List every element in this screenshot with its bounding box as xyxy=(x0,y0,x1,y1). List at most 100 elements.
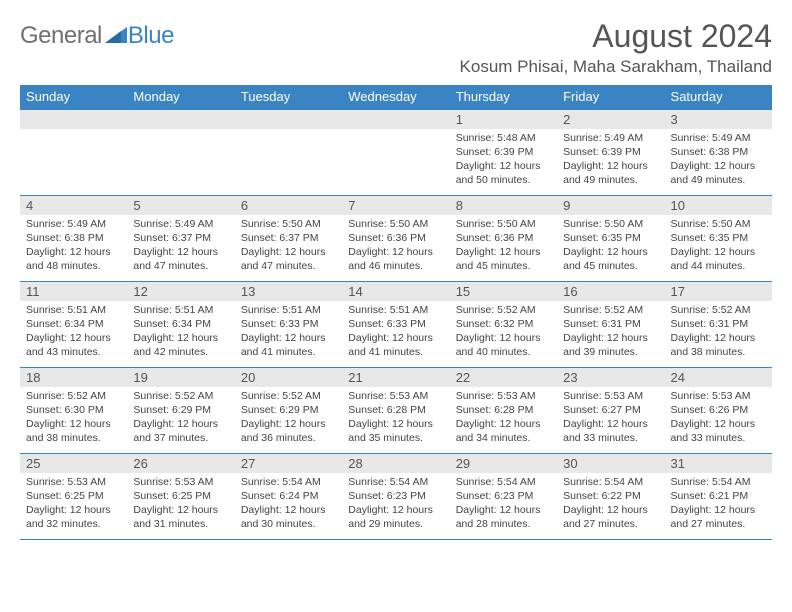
day-number: 23 xyxy=(557,368,664,387)
calendar-row: 18Sunrise: 5:52 AM Sunset: 6:30 PM Dayli… xyxy=(20,367,772,453)
day-details: Sunrise: 5:51 AM Sunset: 6:33 PM Dayligh… xyxy=(235,301,342,364)
day-details: Sunrise: 5:53 AM Sunset: 6:28 PM Dayligh… xyxy=(450,387,557,450)
day-details: Sunrise: 5:52 AM Sunset: 6:29 PM Dayligh… xyxy=(127,387,234,450)
day-number: 13 xyxy=(235,282,342,301)
day-number: 17 xyxy=(665,282,772,301)
day-number: 24 xyxy=(665,368,772,387)
day-number: 28 xyxy=(342,454,449,473)
day-details: Sunrise: 5:53 AM Sunset: 6:27 PM Dayligh… xyxy=(557,387,664,450)
calendar-cell: 11Sunrise: 5:51 AM Sunset: 6:34 PM Dayli… xyxy=(20,281,127,367)
day-number: 9 xyxy=(557,196,664,215)
day-number: 27 xyxy=(235,454,342,473)
day-number: 19 xyxy=(127,368,234,387)
day-number: 6 xyxy=(235,196,342,215)
calendar-cell: 4Sunrise: 5:49 AM Sunset: 6:38 PM Daylig… xyxy=(20,195,127,281)
day-number: 12 xyxy=(127,282,234,301)
calendar-cell: 30Sunrise: 5:54 AM Sunset: 6:22 PM Dayli… xyxy=(557,453,664,539)
calendar-cell: 31Sunrise: 5:54 AM Sunset: 6:21 PM Dayli… xyxy=(665,453,772,539)
calendar-cell: 29Sunrise: 5:54 AM Sunset: 6:23 PM Dayli… xyxy=(450,453,557,539)
day-details: Sunrise: 5:54 AM Sunset: 6:23 PM Dayligh… xyxy=(450,473,557,536)
calendar-table: Sunday Monday Tuesday Wednesday Thursday… xyxy=(20,85,772,540)
day-number: 8 xyxy=(450,196,557,215)
calendar-cell: 18Sunrise: 5:52 AM Sunset: 6:30 PM Dayli… xyxy=(20,367,127,453)
calendar-row: 4Sunrise: 5:49 AM Sunset: 6:38 PM Daylig… xyxy=(20,195,772,281)
day-number xyxy=(342,110,449,129)
day-details: Sunrise: 5:49 AM Sunset: 6:38 PM Dayligh… xyxy=(665,129,772,192)
day-details xyxy=(342,129,449,135)
day-details xyxy=(20,129,127,135)
calendar-cell: 8Sunrise: 5:50 AM Sunset: 6:36 PM Daylig… xyxy=(450,195,557,281)
day-number: 16 xyxy=(557,282,664,301)
dayname-thursday: Thursday xyxy=(450,85,557,109)
day-details: Sunrise: 5:52 AM Sunset: 6:29 PM Dayligh… xyxy=(235,387,342,450)
title-block: August 2024 Kosum Phisai, Maha Sarakham,… xyxy=(460,18,772,77)
dayname-sunday: Sunday xyxy=(20,85,127,109)
day-details xyxy=(235,129,342,135)
day-details: Sunrise: 5:49 AM Sunset: 6:38 PM Dayligh… xyxy=(20,215,127,278)
day-number: 18 xyxy=(20,368,127,387)
calendar-cell: 2Sunrise: 5:49 AM Sunset: 6:39 PM Daylig… xyxy=(557,109,664,195)
day-details: Sunrise: 5:53 AM Sunset: 6:25 PM Dayligh… xyxy=(127,473,234,536)
calendar-cell xyxy=(342,109,449,195)
day-number: 21 xyxy=(342,368,449,387)
day-number: 22 xyxy=(450,368,557,387)
calendar-cell: 24Sunrise: 5:53 AM Sunset: 6:26 PM Dayli… xyxy=(665,367,772,453)
calendar-cell xyxy=(235,109,342,195)
day-number: 29 xyxy=(450,454,557,473)
day-number: 30 xyxy=(557,454,664,473)
day-details: Sunrise: 5:54 AM Sunset: 6:23 PM Dayligh… xyxy=(342,473,449,536)
calendar-cell: 23Sunrise: 5:53 AM Sunset: 6:27 PM Dayli… xyxy=(557,367,664,453)
day-number: 25 xyxy=(20,454,127,473)
day-details: Sunrise: 5:53 AM Sunset: 6:28 PM Dayligh… xyxy=(342,387,449,450)
calendar-cell: 12Sunrise: 5:51 AM Sunset: 6:34 PM Dayli… xyxy=(127,281,234,367)
location-subtitle: Kosum Phisai, Maha Sarakham, Thailand xyxy=(460,57,772,77)
day-number xyxy=(20,110,127,129)
day-details: Sunrise: 5:49 AM Sunset: 6:37 PM Dayligh… xyxy=(127,215,234,278)
day-details: Sunrise: 5:50 AM Sunset: 6:36 PM Dayligh… xyxy=(450,215,557,278)
day-details: Sunrise: 5:48 AM Sunset: 6:39 PM Dayligh… xyxy=(450,129,557,192)
calendar-cell: 14Sunrise: 5:51 AM Sunset: 6:33 PM Dayli… xyxy=(342,281,449,367)
calendar-cell: 7Sunrise: 5:50 AM Sunset: 6:36 PM Daylig… xyxy=(342,195,449,281)
day-details: Sunrise: 5:54 AM Sunset: 6:24 PM Dayligh… xyxy=(235,473,342,536)
day-number xyxy=(235,110,342,129)
day-details: Sunrise: 5:51 AM Sunset: 6:34 PM Dayligh… xyxy=(127,301,234,364)
day-details: Sunrise: 5:52 AM Sunset: 6:32 PM Dayligh… xyxy=(450,301,557,364)
calendar-cell: 21Sunrise: 5:53 AM Sunset: 6:28 PM Dayli… xyxy=(342,367,449,453)
dayname-saturday: Saturday xyxy=(665,85,772,109)
logo-text-general: General xyxy=(20,22,102,50)
day-details: Sunrise: 5:50 AM Sunset: 6:36 PM Dayligh… xyxy=(342,215,449,278)
calendar-cell: 15Sunrise: 5:52 AM Sunset: 6:32 PM Dayli… xyxy=(450,281,557,367)
calendar-cell: 22Sunrise: 5:53 AM Sunset: 6:28 PM Dayli… xyxy=(450,367,557,453)
calendar-row: 11Sunrise: 5:51 AM Sunset: 6:34 PM Dayli… xyxy=(20,281,772,367)
logo-triangle-icon xyxy=(105,25,127,48)
day-number: 14 xyxy=(342,282,449,301)
dayname-row: Sunday Monday Tuesday Wednesday Thursday… xyxy=(20,85,772,109)
logo-text-blue: Blue xyxy=(128,22,174,50)
calendar-cell: 13Sunrise: 5:51 AM Sunset: 6:33 PM Dayli… xyxy=(235,281,342,367)
day-details: Sunrise: 5:51 AM Sunset: 6:34 PM Dayligh… xyxy=(20,301,127,364)
day-number: 3 xyxy=(665,110,772,129)
day-details: Sunrise: 5:53 AM Sunset: 6:26 PM Dayligh… xyxy=(665,387,772,450)
day-details: Sunrise: 5:50 AM Sunset: 6:37 PM Dayligh… xyxy=(235,215,342,278)
calendar-cell: 19Sunrise: 5:52 AM Sunset: 6:29 PM Dayli… xyxy=(127,367,234,453)
calendar-cell: 5Sunrise: 5:49 AM Sunset: 6:37 PM Daylig… xyxy=(127,195,234,281)
calendar-cell: 20Sunrise: 5:52 AM Sunset: 6:29 PM Dayli… xyxy=(235,367,342,453)
day-details: Sunrise: 5:52 AM Sunset: 6:30 PM Dayligh… xyxy=(20,387,127,450)
day-number: 31 xyxy=(665,454,772,473)
calendar-cell xyxy=(127,109,234,195)
calendar-row: 1Sunrise: 5:48 AM Sunset: 6:39 PM Daylig… xyxy=(20,109,772,195)
calendar-cell: 27Sunrise: 5:54 AM Sunset: 6:24 PM Dayli… xyxy=(235,453,342,539)
day-number: 2 xyxy=(557,110,664,129)
day-number xyxy=(127,110,234,129)
day-details: Sunrise: 5:49 AM Sunset: 6:39 PM Dayligh… xyxy=(557,129,664,192)
day-details: Sunrise: 5:54 AM Sunset: 6:21 PM Dayligh… xyxy=(665,473,772,536)
day-details: Sunrise: 5:51 AM Sunset: 6:33 PM Dayligh… xyxy=(342,301,449,364)
dayname-wednesday: Wednesday xyxy=(342,85,449,109)
day-details: Sunrise: 5:54 AM Sunset: 6:22 PM Dayligh… xyxy=(557,473,664,536)
day-details: Sunrise: 5:52 AM Sunset: 6:31 PM Dayligh… xyxy=(665,301,772,364)
calendar-cell: 26Sunrise: 5:53 AM Sunset: 6:25 PM Dayli… xyxy=(127,453,234,539)
calendar-cell: 28Sunrise: 5:54 AM Sunset: 6:23 PM Dayli… xyxy=(342,453,449,539)
calendar-cell: 6Sunrise: 5:50 AM Sunset: 6:37 PM Daylig… xyxy=(235,195,342,281)
logo: General Blue xyxy=(20,18,174,50)
calendar-cell xyxy=(20,109,127,195)
